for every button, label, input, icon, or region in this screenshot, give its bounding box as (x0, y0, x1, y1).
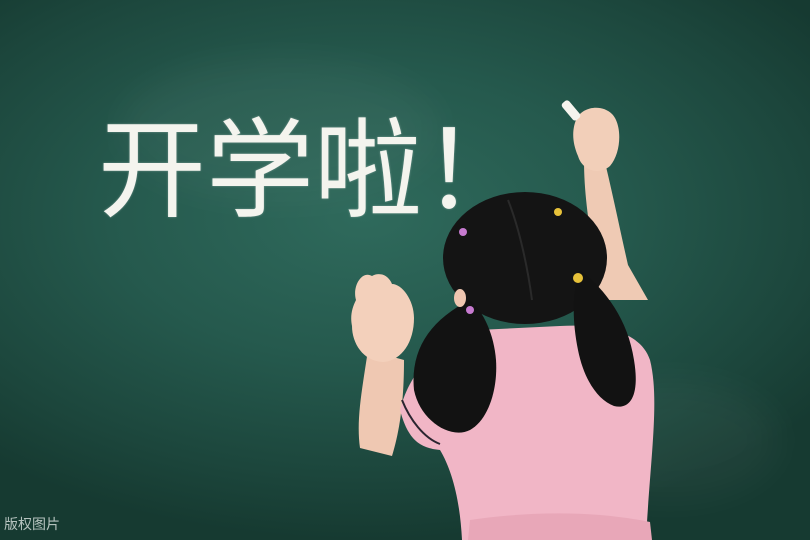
ear (454, 289, 466, 307)
raised-hand (573, 107, 620, 171)
hair-tie (554, 208, 562, 216)
chalkboard-headline: 开学啦！ (98, 109, 531, 234)
left-pigtail (413, 300, 497, 433)
left-arm (358, 350, 404, 456)
hair-part (507, 199, 533, 301)
right-pigtail (573, 270, 636, 407)
left-hand (351, 274, 414, 362)
chalk-smudge (120, 60, 440, 200)
hair-tie (573, 273, 583, 283)
dress-collar (401, 399, 441, 445)
watermark: 版权图片 (4, 517, 60, 533)
hair-tie (459, 228, 467, 236)
chalk (561, 100, 581, 121)
dress-shade (468, 513, 652, 540)
hair-tie (466, 306, 474, 314)
